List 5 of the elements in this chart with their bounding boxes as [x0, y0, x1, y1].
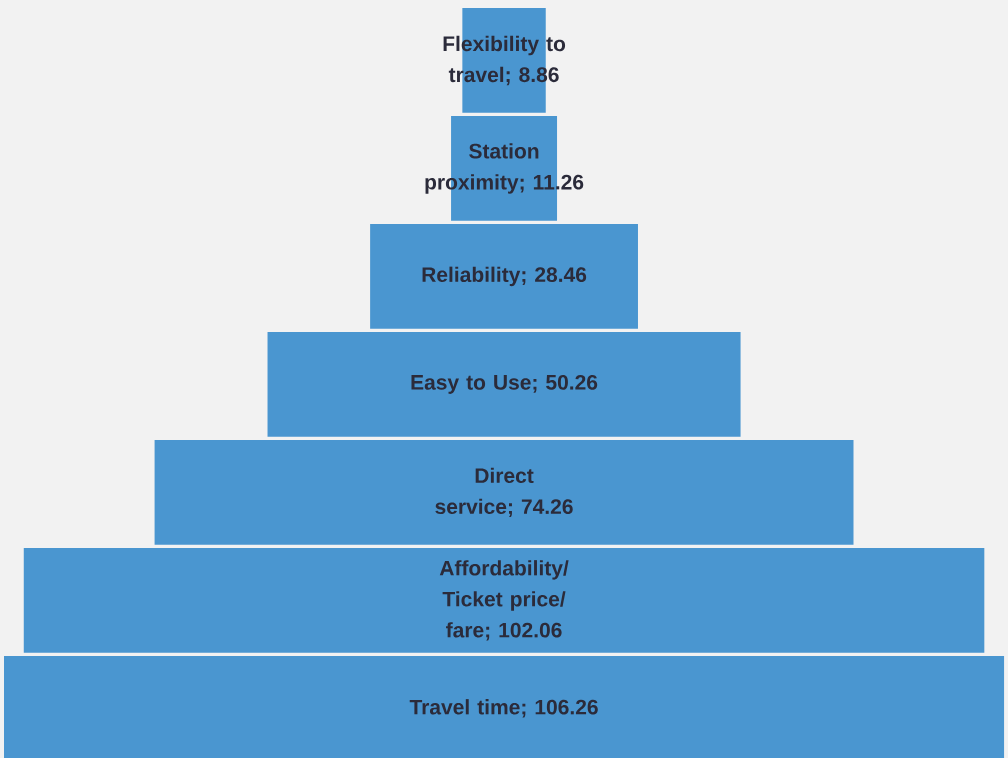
data-label: Direct service; 74.26 [435, 467, 573, 518]
data-label: Easy to Use; 50.26 [411, 374, 598, 394]
data-label: Reliability; 28.46 [422, 266, 587, 287]
data-label: Affordability/ Ticket price/ fare; 102.06 [439, 560, 569, 641]
data-label: Travel time; 106.26 [409, 699, 598, 718]
